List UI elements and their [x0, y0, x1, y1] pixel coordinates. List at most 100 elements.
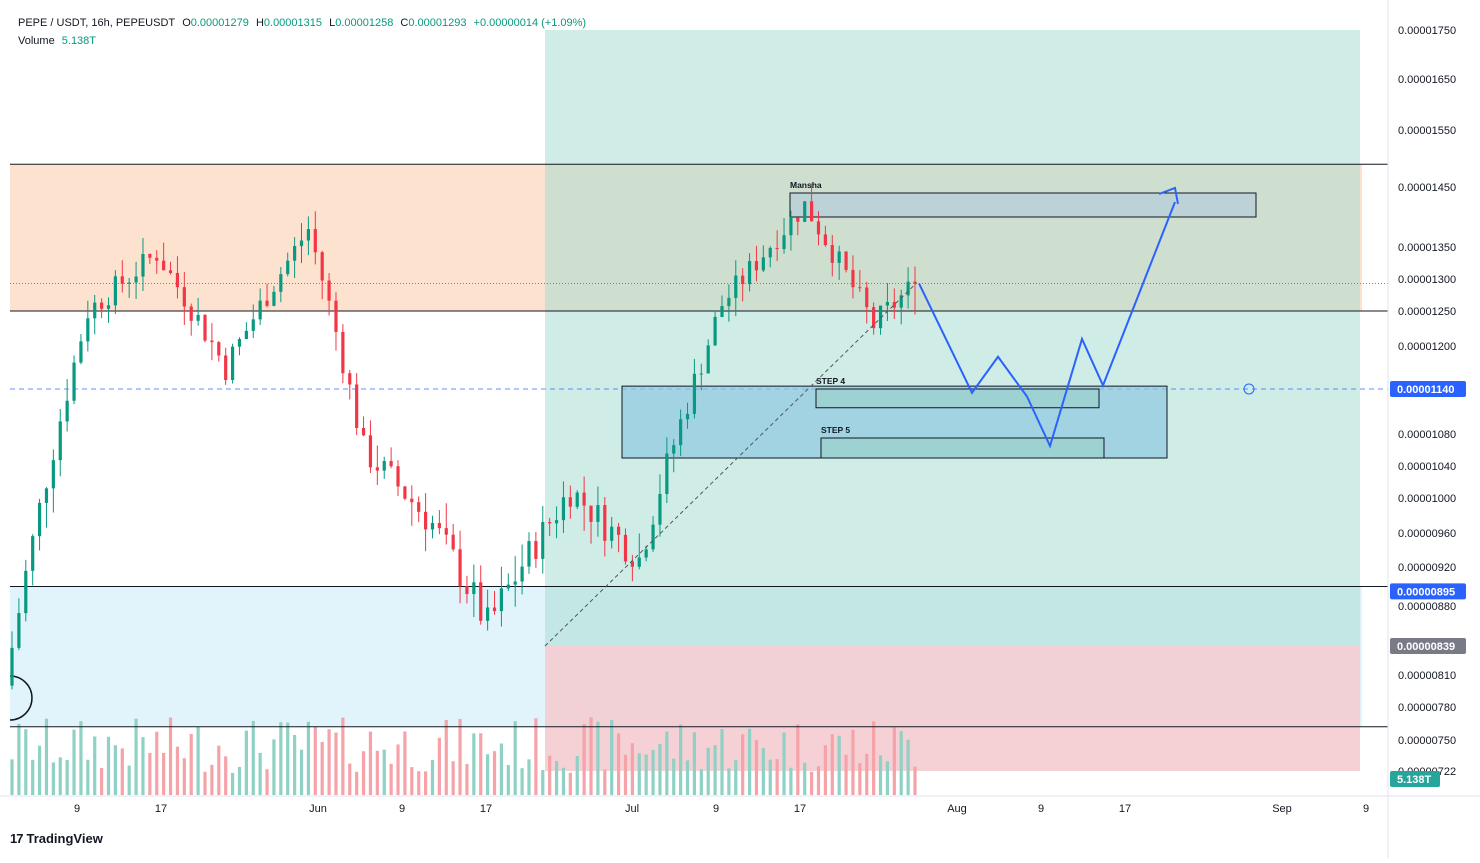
- candle-body: [637, 557, 641, 567]
- box-label: STEP 4: [816, 376, 845, 386]
- low-label: L: [329, 17, 336, 29]
- volume-bar: [885, 761, 890, 795]
- candle-body: [768, 247, 772, 258]
- candle-body: [796, 217, 800, 222]
- volume-bar: [203, 771, 207, 795]
- volume-bar: [106, 736, 111, 795]
- candle-body: [175, 272, 180, 288]
- volume-bar: [458, 718, 462, 795]
- time-tick-label: 9: [1038, 803, 1044, 815]
- candle-body: [244, 330, 248, 340]
- volume-bar: [423, 771, 428, 795]
- candle-body: [596, 505, 600, 522]
- volume-bar: [706, 747, 710, 795]
- time-tick-label: Jun: [309, 803, 327, 815]
- price-tick-label: 0.00000920: [1398, 562, 1456, 574]
- volume-bar: [486, 754, 490, 795]
- volume-bar: [492, 751, 497, 795]
- candle-body: [823, 234, 827, 246]
- drawings-layer: [544, 186, 1179, 647]
- candle-body: [520, 566, 524, 582]
- candle-body: [534, 541, 538, 559]
- volume-bar: [272, 739, 276, 795]
- ohlc-legend: PEPE / USDT, 16h, PEPEUSDT O0.00001279 H…: [18, 17, 590, 29]
- volume-bar: [348, 763, 352, 795]
- volume-bar: [451, 761, 455, 795]
- candle-body: [120, 276, 124, 284]
- volume-bar: [768, 759, 772, 795]
- time-tick-label: 9: [713, 803, 719, 815]
- price-tick-label: 0.00001080: [1398, 429, 1456, 441]
- volume-bar: [534, 718, 538, 795]
- volume-bar: [610, 719, 614, 795]
- candle-body: [65, 400, 69, 422]
- price-label-badge: [1390, 381, 1466, 397]
- volume-bar: [796, 724, 800, 795]
- candle-body: [589, 505, 593, 522]
- candle-body: [816, 221, 821, 235]
- candle-body: [472, 582, 476, 595]
- volume-bar: [775, 759, 779, 795]
- low-value: 0.00001258: [335, 17, 394, 29]
- volume-bar: [162, 752, 166, 795]
- candle-body: [741, 275, 745, 285]
- price-label-text: 0.00000839: [1397, 641, 1455, 653]
- volume-bar: [692, 732, 697, 795]
- volume-bar: [899, 730, 903, 795]
- price-tick-label: 0.00001040: [1398, 461, 1456, 473]
- volume-bar: [334, 732, 338, 795]
- volume-bar: [10, 759, 14, 795]
- volume-bar: [589, 717, 593, 795]
- candle-body: [162, 260, 166, 271]
- candle-body: [24, 570, 28, 614]
- candle-body: [382, 461, 386, 471]
- volume-bar: [513, 721, 517, 795]
- candle-body: [685, 413, 690, 420]
- candle-body: [417, 502, 421, 512]
- time-axis: 9 17 Jun 9 17 Jul 9 17 Aug 9 17 Sep 9: [0, 795, 1480, 815]
- candle-body: [885, 301, 890, 306]
- symbol-label[interactable]: PEPE / USDT, 16h, PEPEUSDT: [18, 17, 176, 29]
- price-tick-label: 0.00001550: [1398, 125, 1456, 137]
- volume-bar: [237, 766, 242, 795]
- volume-bar: [506, 765, 510, 795]
- volume-bar: [375, 750, 379, 795]
- candle-body: [568, 497, 572, 507]
- volume-bar: [327, 729, 331, 795]
- volume-label-badge: [1390, 771, 1440, 787]
- candle-body: [892, 301, 896, 308]
- tradingview-logo[interactable]: 17 TradingView: [10, 831, 103, 846]
- candle-body: [720, 306, 724, 317]
- price-tick-label: 0.00001450: [1398, 182, 1456, 194]
- candle-body: [134, 276, 138, 283]
- candle-body: [830, 245, 834, 263]
- candle-body: [437, 522, 441, 529]
- zone-box: [789, 192, 1257, 218]
- volume-bar: [279, 722, 283, 795]
- volume-bar: [582, 724, 586, 795]
- volume-bar: [155, 731, 159, 795]
- candle-body: [430, 522, 435, 530]
- candle-body: [513, 581, 517, 585]
- open-label: O: [182, 17, 191, 29]
- target-zone: [545, 30, 1360, 646]
- close-label: C: [400, 17, 409, 29]
- candle-body: [348, 373, 352, 385]
- volume-bar: [320, 741, 324, 795]
- box-label: Mansha: [790, 180, 822, 190]
- candle-body: [189, 306, 193, 321]
- price-tick-label: 0.00001750: [1398, 25, 1456, 37]
- candle-body: [265, 300, 269, 306]
- candle-body: [844, 251, 848, 270]
- volume-bar: [437, 737, 441, 795]
- volume-bar: [479, 733, 483, 795]
- candle-body: [713, 316, 717, 346]
- candle-body: [561, 497, 566, 521]
- volume-bar: [306, 721, 311, 795]
- candle-body: [803, 201, 807, 222]
- candle-body: [100, 302, 104, 309]
- candle-body: [878, 305, 883, 329]
- candle-body: [623, 534, 628, 562]
